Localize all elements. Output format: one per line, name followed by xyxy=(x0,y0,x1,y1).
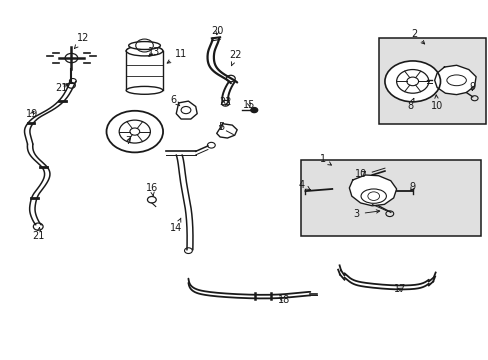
Text: 3: 3 xyxy=(353,209,379,219)
Text: 7: 7 xyxy=(125,136,131,146)
Ellipse shape xyxy=(126,86,163,94)
Bar xyxy=(300,160,480,235)
Bar xyxy=(378,39,485,125)
Text: 18: 18 xyxy=(278,295,290,305)
Circle shape xyxy=(396,69,428,93)
Text: 22: 22 xyxy=(229,50,242,66)
Bar xyxy=(126,51,163,90)
Text: 5: 5 xyxy=(218,122,224,131)
Text: 17: 17 xyxy=(393,284,406,294)
Polygon shape xyxy=(348,175,396,206)
Text: 14: 14 xyxy=(170,218,182,233)
Text: 4: 4 xyxy=(298,180,310,190)
Text: 9: 9 xyxy=(409,182,415,192)
Text: 15: 15 xyxy=(243,100,255,110)
Text: 21: 21 xyxy=(55,83,68,93)
Text: 20: 20 xyxy=(211,26,224,36)
Polygon shape xyxy=(216,124,237,138)
Ellipse shape xyxy=(128,41,160,49)
Text: 8: 8 xyxy=(407,98,413,112)
Text: 1: 1 xyxy=(319,154,331,165)
Ellipse shape xyxy=(126,46,163,56)
Text: 6: 6 xyxy=(170,95,180,106)
Circle shape xyxy=(250,108,257,113)
Text: 11: 11 xyxy=(167,49,187,63)
Text: 2: 2 xyxy=(410,29,424,44)
Text: 16: 16 xyxy=(145,183,158,196)
Text: 10: 10 xyxy=(430,95,442,112)
Text: 13: 13 xyxy=(148,46,160,57)
Text: 10: 10 xyxy=(355,168,367,179)
Polygon shape xyxy=(434,65,475,95)
Text: 19: 19 xyxy=(26,109,39,119)
Ellipse shape xyxy=(126,46,163,56)
Circle shape xyxy=(384,61,440,102)
Text: 12: 12 xyxy=(74,33,90,49)
Text: 21: 21 xyxy=(32,228,44,240)
Text: 22: 22 xyxy=(219,97,232,107)
Text: 9: 9 xyxy=(468,82,475,93)
